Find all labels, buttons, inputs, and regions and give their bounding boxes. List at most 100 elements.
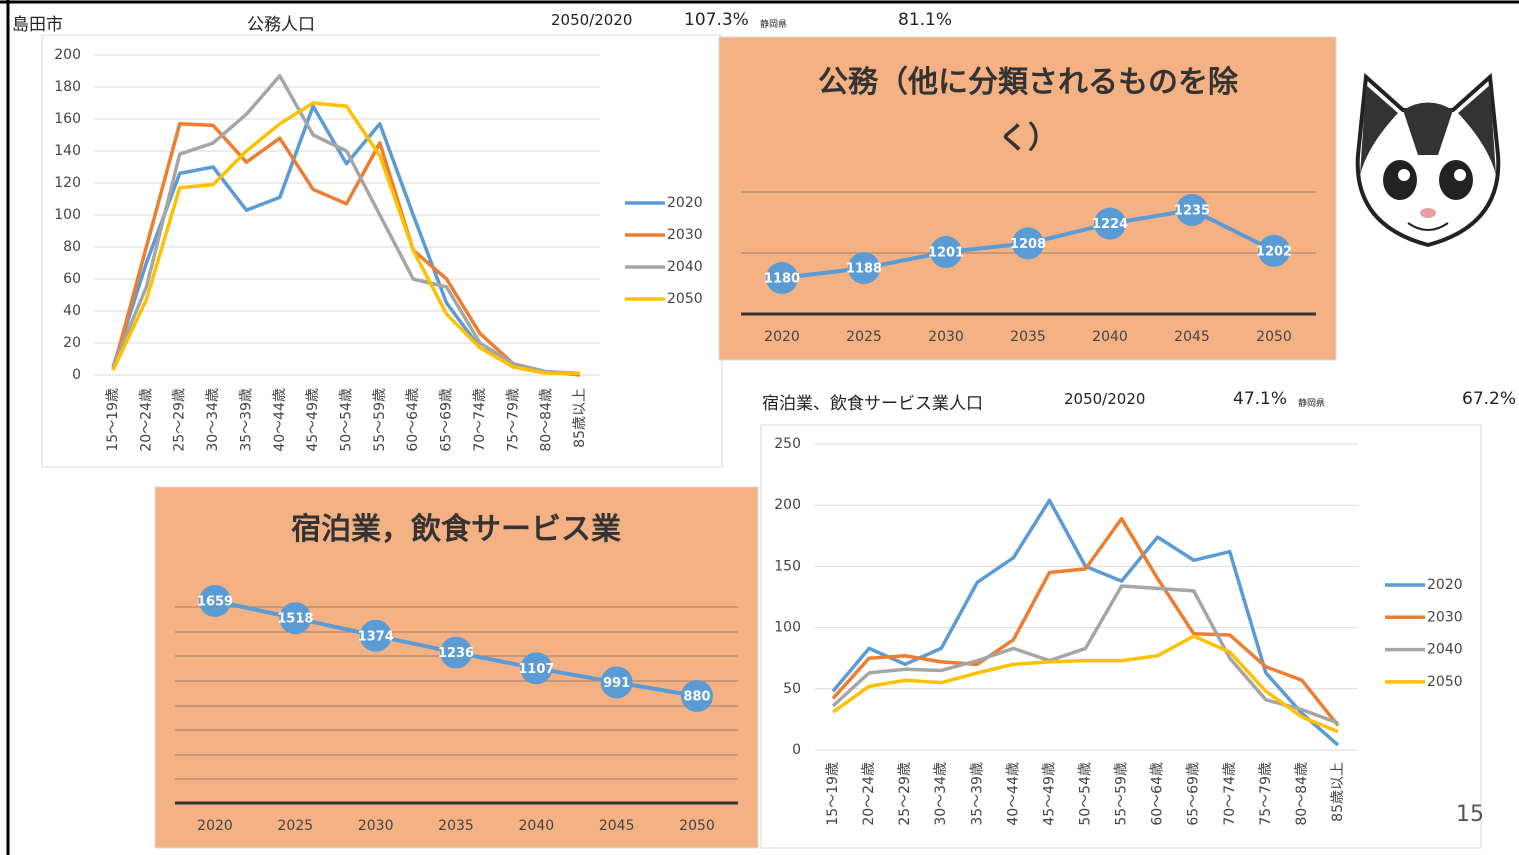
x-tick-label: 85歳以上: [1330, 762, 1346, 822]
x-tick-label: 2040: [1092, 329, 1128, 345]
x-tick-label: 35～39歳: [969, 762, 985, 826]
ratio-label2: 2050/2020: [1064, 390, 1145, 408]
y-tick-label: 20: [63, 335, 81, 351]
y-tick-label: 80: [63, 239, 81, 255]
data-label: 1180: [764, 272, 800, 287]
pref: 静岡県: [760, 17, 787, 30]
x-tick-label: 20～24歳: [138, 388, 154, 452]
x-tick-label: 2030: [358, 818, 394, 834]
data-label: 1188: [846, 262, 882, 277]
x-tick-label: 2040: [519, 818, 555, 834]
chart-title: 宿泊業，飲食サービス業: [236, 502, 676, 558]
y-tick-label: 150: [774, 558, 801, 574]
x-tick-label: 2030: [928, 329, 964, 345]
y-tick-label: 100: [54, 207, 81, 223]
x-tick-label: 2020: [764, 329, 800, 345]
y-tick-label: 50: [783, 681, 801, 697]
x-tick-label: 25～29歳: [897, 762, 913, 826]
data-label: 1518: [277, 612, 313, 627]
legend-label: 2030: [667, 227, 703, 243]
x-tick-label: 45～49歳: [1041, 762, 1057, 826]
x-tick-label: 2035: [438, 818, 474, 834]
x-tick-label: 50～54歳: [339, 388, 355, 452]
y-tick-label: 250: [774, 436, 801, 452]
legend-label: 2020: [1427, 577, 1463, 593]
x-tick-label: 85歳以上: [572, 388, 588, 448]
y-tick-label: 60: [63, 271, 81, 287]
y-tick-label: 200: [54, 47, 81, 63]
x-tick-label: 2020: [197, 818, 233, 834]
x-tick-label: 55～59歳: [1114, 762, 1130, 826]
legend-label: 2020: [667, 195, 703, 211]
data-label: 1202: [1256, 244, 1292, 259]
x-tick-label: 40～44歳: [1005, 762, 1021, 826]
data-label: 1208: [1010, 237, 1046, 252]
legend-label: 2040: [667, 259, 703, 275]
x-tick-label: 2025: [846, 329, 882, 345]
x-tick-label: 65～69歳: [439, 388, 455, 452]
x-tick-label: 2045: [599, 818, 635, 834]
x-tick-label: 65～69歳: [1186, 762, 1202, 826]
ratio: 107.3%: [684, 10, 749, 30]
x-tick-label: 55～59歳: [372, 388, 388, 452]
x-tick-label: 35～39歳: [238, 388, 254, 452]
x-tick-label: 70～74歳: [1222, 762, 1238, 826]
legend-label: 2050: [1427, 674, 1463, 690]
data-label: 880: [683, 690, 710, 705]
pref-ratio2: 67.2%: [1462, 389, 1516, 409]
data-label: 1107: [518, 662, 554, 677]
x-tick-label: 50～54歳: [1078, 762, 1094, 826]
title: 公務人口: [247, 10, 315, 35]
page-number: 15: [1456, 802, 1484, 827]
x-tick-label: 75～79歳: [505, 388, 521, 452]
pref2: 静岡県: [1298, 396, 1325, 409]
x-tick-label: 70～74歳: [472, 388, 488, 452]
x-tick-label: 60～64歳: [1150, 762, 1166, 826]
data-label: 1659: [197, 595, 233, 610]
x-tick-label: 60～64歳: [405, 388, 421, 452]
y-tick-label: 140: [54, 143, 81, 159]
legend-label: 2040: [1427, 642, 1463, 658]
x-tick-label: 2035: [1010, 329, 1046, 345]
x-tick-label: 2025: [278, 818, 314, 834]
y-tick-label: 120: [54, 175, 81, 191]
y-tick-label: 100: [774, 620, 801, 636]
page: {"header":{"city":"島田市","title":"公務人口","…: [0, 0, 1519, 855]
y-tick-label: 160: [54, 111, 81, 127]
ratio-label: 2050/2020: [551, 11, 632, 29]
title2: 宿泊業、飲食サービス業人口: [762, 389, 983, 414]
y-tick-label: 180: [54, 79, 81, 95]
x-tick-label: 15～19歳: [825, 762, 841, 826]
city: 島田市: [12, 10, 63, 35]
x-tick-label: 80～84歳: [539, 388, 555, 452]
data-label: 1236: [438, 646, 474, 661]
pref-ratio: 81.1%: [898, 10, 952, 30]
data-label: 1224: [1092, 217, 1128, 232]
x-tick-label: 2050: [679, 818, 715, 834]
canvas: 02040608010012014016018020015～19歳20～24歳2…: [0, 0, 1519, 855]
data-label: 991: [603, 676, 630, 691]
data-label: 1374: [358, 629, 394, 644]
x-tick-label: 25～29歳: [172, 388, 188, 452]
x-tick-label: 15～19歳: [105, 388, 121, 452]
x-tick-label: 30～34歳: [205, 388, 221, 452]
y-tick-label: 40: [63, 303, 81, 319]
legend-label: 2030: [1427, 609, 1463, 625]
x-tick-label: 2050: [1256, 329, 1292, 345]
legend-label: 2050: [667, 291, 703, 307]
y-tick-label: 0: [72, 367, 81, 383]
x-tick-label: 30～34歳: [933, 762, 949, 826]
x-tick-label: 75～79歳: [1258, 762, 1274, 826]
x-tick-label: 80～84歳: [1294, 762, 1310, 826]
x-tick-label: 45～49歳: [305, 388, 321, 452]
y-tick-label: 200: [774, 497, 801, 513]
x-tick-label: 2045: [1174, 329, 1210, 345]
chart-title: 公務（他に分類されるものを除く）: [808, 55, 1248, 167]
cat-icon: [1358, 77, 1499, 245]
data-label: 1201: [928, 246, 964, 261]
ratio2: 47.1%: [1233, 389, 1287, 409]
x-tick-label: 20～24歳: [861, 762, 877, 826]
y-tick-label: 0: [792, 742, 801, 758]
x-tick-label: 40～44歳: [272, 388, 288, 452]
data-label: 1235: [1174, 204, 1210, 219]
